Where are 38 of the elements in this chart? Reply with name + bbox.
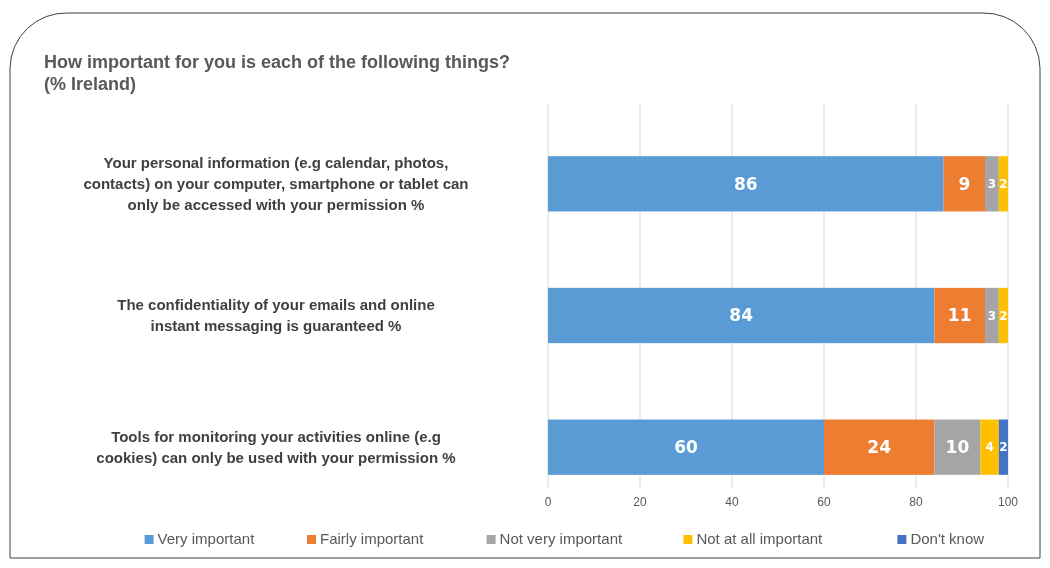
y-tick-label: Your personal information (e.g calendar, photos, contacts) on your computer, smartphone or tablet can only be accessed with your permission % bbox=[83, 153, 469, 213]
data-label: 2 bbox=[999, 177, 1008, 192]
data-label: 4 bbox=[985, 440, 994, 455]
legend-label: Don't know bbox=[910, 530, 985, 547]
data-label: 60 bbox=[674, 437, 698, 458]
data-label: 3 bbox=[987, 177, 997, 192]
bar bbox=[943, 156, 985, 212]
data-label: 2 bbox=[999, 308, 1008, 323]
data-label: 24 bbox=[867, 437, 892, 458]
bar bbox=[824, 419, 935, 475]
y-tick-label: The confidentiality of your emails and online instant messaging is guaranteed % bbox=[117, 296, 435, 334]
bar bbox=[934, 287, 985, 344]
bar bbox=[934, 419, 981, 475]
legend-label: Very important bbox=[157, 530, 256, 547]
x-tick-label: 20 bbox=[633, 495, 647, 509]
x-tick-label: 0 bbox=[544, 495, 552, 509]
bar bbox=[548, 419, 824, 475]
data-label: 9 bbox=[958, 173, 971, 194]
data-label: 2 bbox=[999, 440, 1008, 455]
y-tick-label: Tools for monitoring your activities online (e.g cookies) can only be used with your permission % bbox=[96, 427, 456, 466]
data-label: 3 bbox=[987, 308, 997, 323]
x-tick-label: 100 bbox=[997, 495, 1019, 509]
x-tick-label: 60 bbox=[817, 495, 831, 509]
bar bbox=[548, 156, 944, 212]
bar bbox=[548, 287, 935, 344]
data-label: 11 bbox=[947, 305, 972, 326]
x-tick-label: 40 bbox=[725, 495, 739, 509]
legend-label: Fairly important bbox=[320, 530, 425, 547]
legend-label: Not at all important bbox=[696, 530, 824, 547]
bar bbox=[985, 287, 999, 344]
bar bbox=[980, 419, 999, 475]
data-label: 86 bbox=[733, 173, 758, 194]
legend-label: Not very important bbox=[499, 530, 623, 547]
data-label: 10 bbox=[945, 437, 970, 458]
data-label: 84 bbox=[729, 305, 754, 326]
text: How important for you is each of the following things? (% Ireland) bbox=[44, 52, 510, 94]
x-tick-label: 80 bbox=[909, 495, 923, 509]
bar bbox=[985, 156, 999, 212]
